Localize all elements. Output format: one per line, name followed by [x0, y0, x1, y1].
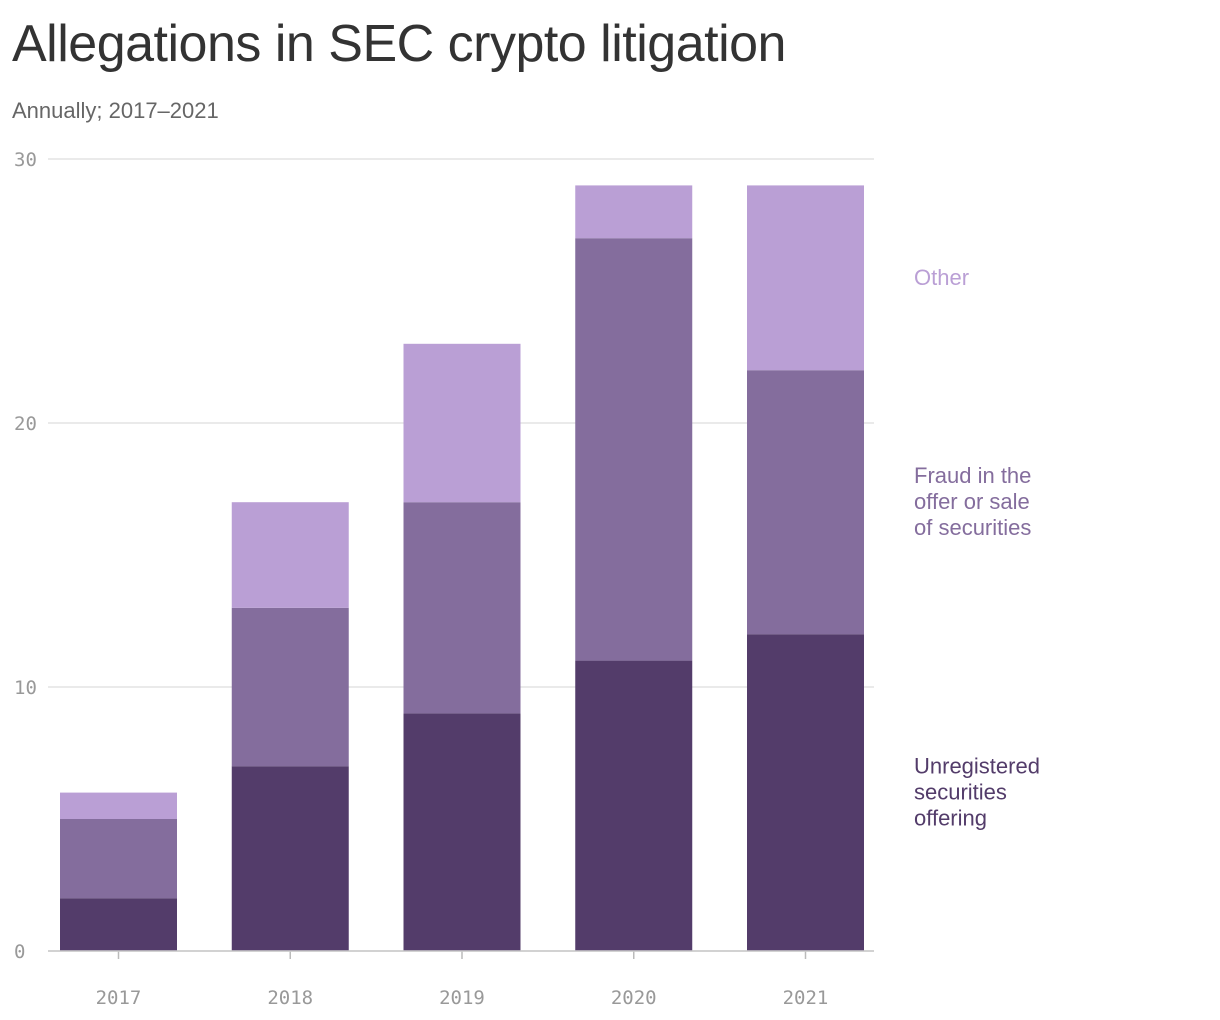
bar-2020-series-0 — [575, 660, 693, 951]
y-tick-label: 10 — [14, 677, 37, 699]
bar-2020-series-2 — [575, 185, 693, 239]
bar-2017-series-2 — [60, 792, 177, 819]
x-tick-label-2017: 2017 — [96, 987, 142, 1009]
legend: Unregistered securities offering Fraud in t… — [914, 265, 1040, 831]
bar-2018-series-2 — [231, 502, 349, 608]
y-tick-label: 30 — [14, 149, 37, 171]
bars — [60, 185, 864, 951]
legend-label-series-0: Unregistered securities offering — [914, 754, 1040, 831]
bar-2021-series-2 — [747, 185, 864, 371]
axes: 0 10 20 30 2017 2018 2019 2020 2021 — [14, 149, 874, 1009]
chart-subtitle: Annually; 2017–2021 — [12, 98, 219, 123]
legend-label-series-1: Fraud in the offer or sale of securities — [914, 463, 1031, 540]
bar-2018-series-1 — [231, 607, 349, 767]
bar-2021-series-1 — [747, 370, 864, 635]
x-tick-label-2021: 2021 — [783, 987, 829, 1009]
x-tick-label-2019: 2019 — [439, 987, 485, 1009]
bar-2017-series-1 — [60, 819, 177, 899]
legend-label-series-2: Other — [914, 265, 969, 290]
bar-2018-series-0 — [231, 766, 349, 951]
bar-2019-series-2 — [403, 343, 521, 503]
y-tick-label: 0 — [14, 941, 25, 963]
bar-2020-series-1 — [575, 238, 693, 661]
bar-2019-series-0 — [403, 713, 521, 951]
x-tick-label-2018: 2018 — [267, 987, 313, 1009]
chart-title: Allegations in SEC crypto litigation — [12, 15, 786, 73]
y-tick-label: 20 — [14, 413, 37, 435]
bar-2021-series-0 — [747, 634, 864, 951]
bar-2017-series-0 — [60, 898, 177, 951]
x-tick-label-2020: 2020 — [611, 987, 657, 1009]
bar-2019-series-1 — [403, 502, 521, 714]
